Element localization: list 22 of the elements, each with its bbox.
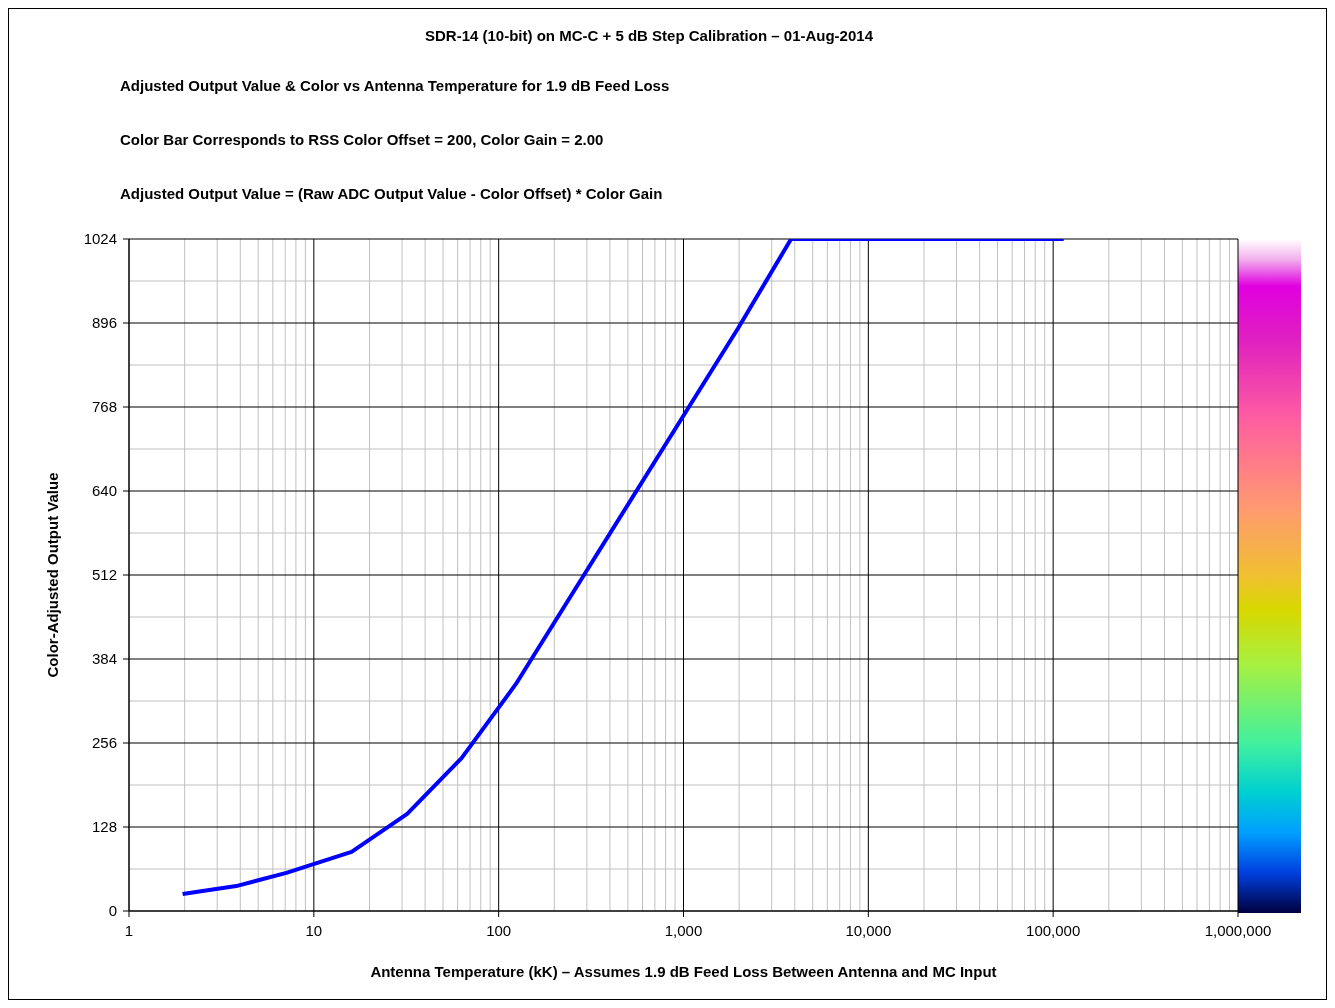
x-tick-label: 1,000,000 xyxy=(1204,921,1272,939)
y-tick-label: 640 xyxy=(91,482,117,499)
x-tick-label: 10 xyxy=(305,921,323,939)
y-tick-label: 896 xyxy=(91,314,117,331)
y-tick-label: 768 xyxy=(91,398,117,415)
y-tick-label: 256 xyxy=(91,734,117,751)
text: Color Bar Corresponds to RSS Color Offset = 200, Color Gain = 2.00 xyxy=(120,131,604,148)
x-tick-label: 1 xyxy=(124,921,134,939)
y-tick-label: 128 xyxy=(91,818,117,835)
y-tick-label: 1024 xyxy=(83,230,117,247)
chart-subtitle: Adjusted Output Value & Color vs Antenna Temperature for 1.9 dB Feed Loss xyxy=(120,77,670,94)
x-tick-label: 10,000 xyxy=(845,921,892,939)
x-tick-label: 100,000 xyxy=(1026,921,1081,939)
y-tick-label: 0 xyxy=(108,902,117,919)
y-tick-label: 512 xyxy=(91,566,117,583)
x-tick-label: 100 xyxy=(486,921,512,939)
y-axis-title: Color-Adjusted Output Value xyxy=(44,472,62,678)
x-tick-label: 1,000 xyxy=(664,921,703,939)
x-axis-title: Antenna Temperature (kK) – Assumes 1.9 dB Feed Loss Between Antenna and MC Input xyxy=(370,963,997,980)
y-tick-label: 384 xyxy=(91,650,117,667)
text: Adjusted Output Value = (Raw ADC Output Value - Color Offset) * Color Gain xyxy=(120,185,663,202)
chart-title: SDR-14 (10-bit) on MC-C + 5 dB Step Calibration – 01-Aug-2014 xyxy=(424,27,874,44)
